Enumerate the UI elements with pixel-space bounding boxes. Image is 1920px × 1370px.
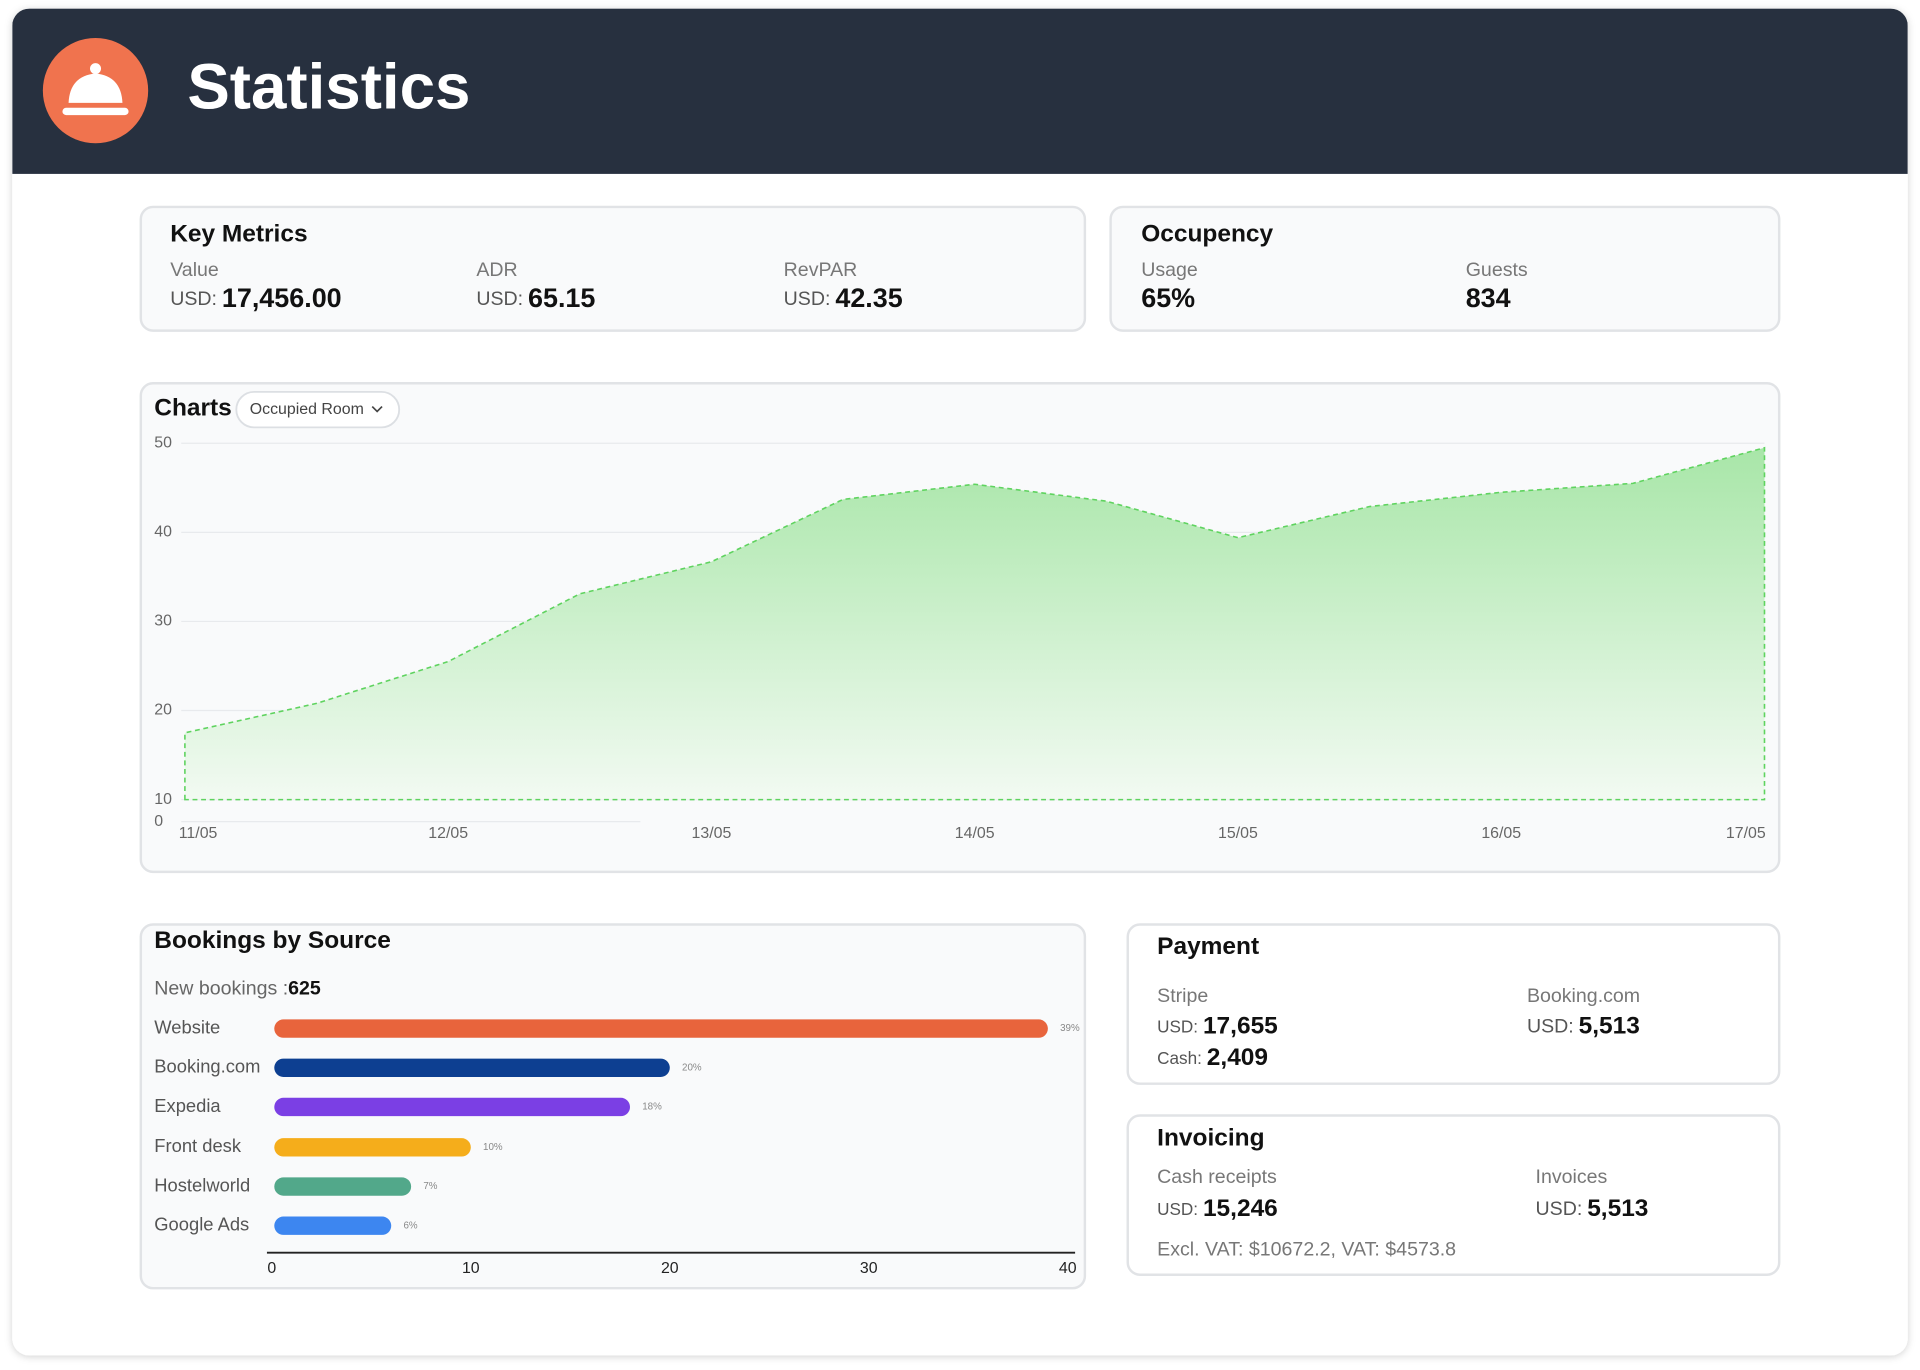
dropdown-box[interactable]	[235, 390, 401, 429]
currency: USD:	[1527, 1016, 1574, 1038]
metric-label: Guests	[1466, 259, 1528, 281]
metric-label: ADR	[476, 259, 517, 281]
value-label: 7%	[423, 1181, 437, 1192]
metric-label: Invoices	[1536, 1166, 1608, 1188]
area	[184, 446, 1766, 801]
card-title: Invoicing	[1157, 1124, 1264, 1151]
currency: USD:	[170, 288, 217, 310]
header-bar	[12, 8, 1908, 174]
value-label: 20%	[682, 1062, 702, 1073]
bar	[274, 1177, 412, 1196]
bar	[274, 1097, 630, 1117]
metric-label: Booking.com	[1527, 985, 1640, 1007]
bar	[274, 1058, 670, 1077]
y-tick-label: 20	[154, 702, 172, 719]
amount: 2,409	[1207, 1045, 1268, 1072]
x-tick-label: 40	[1059, 1260, 1077, 1277]
metric-label: Usage	[1141, 259, 1198, 281]
metric-value: USD: 42.35	[784, 283, 903, 313]
metric-value: 65%	[1141, 283, 1195, 313]
amount: 17,456.00	[222, 283, 342, 313]
metric-value: USD: 15,246	[1157, 1195, 1278, 1222]
logo	[42, 37, 149, 144]
metric-label: Stripe	[1157, 985, 1208, 1007]
x-tick-label: 11/05	[179, 825, 218, 842]
category-label: Website	[154, 1016, 220, 1037]
metric-value: USD: 17,655	[1157, 1013, 1278, 1040]
card-title: Bookings by Source	[154, 927, 391, 954]
metric-label: RevPAR	[784, 259, 858, 281]
x-tick-label: 14/05	[955, 825, 995, 842]
amount: 5,513	[1587, 1195, 1648, 1222]
dropdown[interactable]: Occupied Room	[235, 390, 401, 429]
currency: Cash:	[1157, 1048, 1202, 1068]
new-bookings-value: 625	[288, 978, 321, 1000]
metric-value: Cash: 2,409	[1157, 1045, 1268, 1072]
x-tick-label: 10	[462, 1260, 480, 1277]
x-tick-label: 13/05	[692, 825, 732, 842]
x-tick-label: 16/05	[1481, 825, 1521, 842]
currency: USD:	[1157, 1198, 1198, 1218]
currency: USD:	[1536, 1198, 1583, 1220]
x-tick-label: 15/05	[1218, 825, 1258, 842]
card-title: Charts	[154, 394, 232, 421]
value-label: 18%	[642, 1102, 662, 1113]
card	[1126, 923, 1781, 1085]
y-tick-label: 30	[154, 613, 172, 630]
card-title: Payment	[1157, 933, 1259, 960]
metric-label: Value	[170, 259, 219, 281]
category-label: Expedia	[154, 1095, 221, 1116]
value-label: 39%	[1060, 1023, 1080, 1034]
x-tick-label: 17/05	[1726, 825, 1766, 842]
card-title: Occupency	[1141, 221, 1273, 248]
new-bookings-label: New bookings :	[154, 978, 288, 1000]
amount: 5,513	[1579, 1013, 1640, 1040]
y-tick-label: 50	[154, 434, 172, 451]
metric-value: 834	[1466, 283, 1511, 313]
bar	[274, 1138, 471, 1157]
dropdown-label[interactable]: Occupied Room	[250, 401, 364, 418]
amount: 42.35	[835, 283, 902, 313]
value-label: 10%	[483, 1142, 503, 1153]
y-tick-label: 40	[154, 524, 172, 541]
new-bookings: New bookings :625	[154, 978, 321, 1000]
metric-value: USD: 17,456.00	[170, 283, 341, 313]
y-origin-label: 0	[154, 813, 163, 830]
card	[139, 205, 1087, 332]
card-title: Key Metrics	[170, 221, 307, 248]
metric-label: Cash receipts	[1157, 1166, 1277, 1188]
currency: USD:	[1157, 1016, 1198, 1036]
page-title: Statistics	[187, 52, 470, 123]
x-tick-label: 20	[661, 1260, 679, 1277]
metric-value: USD: 65.15	[476, 283, 595, 313]
category-label: Hostelworld	[154, 1174, 250, 1195]
y-tick-label: 10	[154, 791, 172, 808]
amount: 65.15	[528, 283, 595, 313]
bar	[274, 1216, 392, 1235]
chevron[interactable]	[371, 405, 383, 413]
metric-value: USD: 5,513	[1527, 1013, 1640, 1040]
card	[1109, 205, 1781, 332]
category-label: Front desk	[154, 1135, 242, 1156]
value-label: 6%	[403, 1220, 417, 1231]
metric-value: USD: 5,513	[1536, 1195, 1649, 1222]
bar	[274, 1019, 1048, 1038]
amount: 17,655	[1203, 1013, 1278, 1040]
currency: USD:	[784, 288, 831, 310]
x-tick-label: 12/05	[428, 825, 468, 842]
category-label: Booking.com	[154, 1056, 260, 1077]
x-tick-label: 30	[860, 1260, 878, 1277]
currency: USD:	[476, 288, 523, 310]
amount: 15,246	[1203, 1195, 1278, 1222]
vat-note: Excl. VAT: $10672.2, VAT: $4573.8	[1157, 1238, 1456, 1260]
x-tick-label: 0	[267, 1260, 276, 1277]
category-label: Google Ads	[154, 1214, 249, 1235]
card	[1126, 1114, 1781, 1276]
